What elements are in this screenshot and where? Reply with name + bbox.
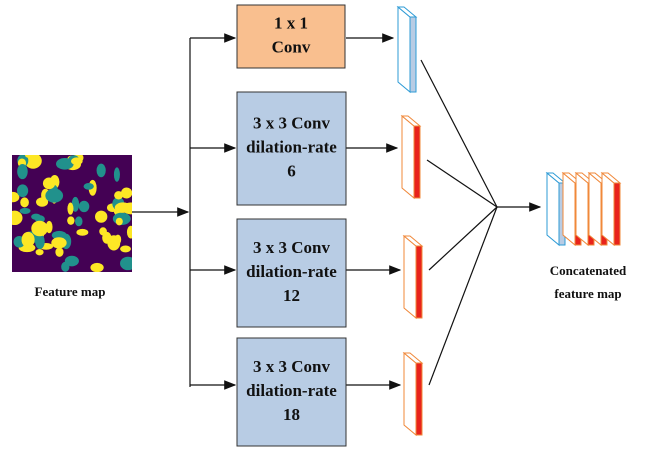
blob — [17, 164, 28, 179]
blob — [84, 183, 94, 190]
input-label: Feature map — [35, 284, 106, 299]
conv-label: dilation-rate — [246, 262, 337, 281]
blob — [71, 157, 83, 165]
slab-side — [602, 173, 614, 245]
blob — [43, 178, 55, 190]
blob — [20, 208, 31, 214]
blob — [35, 234, 45, 249]
conv-label: 1 x 1 — [274, 13, 308, 32]
blob — [90, 263, 103, 272]
slab-side — [398, 7, 410, 92]
blob — [95, 211, 107, 223]
blob — [6, 192, 19, 202]
blob — [107, 235, 120, 250]
slab-side — [404, 236, 416, 318]
blob — [127, 226, 135, 239]
blob — [67, 203, 73, 215]
blob — [67, 216, 74, 224]
blob — [120, 257, 136, 270]
blob — [114, 191, 123, 199]
conv-label: Conv — [272, 37, 311, 56]
conv-label: 3 x 3 Conv — [253, 357, 330, 376]
blob — [114, 167, 120, 181]
blob — [45, 189, 63, 203]
output-label: Concatenated — [550, 263, 627, 278]
conv-label: dilation-rate — [246, 381, 337, 400]
conv-label: 3 x 3 Conv — [253, 113, 330, 132]
slab-side — [404, 353, 416, 435]
blob — [120, 245, 131, 252]
blob — [65, 256, 79, 267]
blob — [79, 201, 90, 212]
blob — [97, 164, 106, 178]
blob — [31, 214, 41, 220]
blob — [76, 229, 88, 236]
blob — [115, 202, 131, 212]
blob — [36, 249, 44, 255]
slab-side — [563, 173, 575, 245]
slab-side — [576, 173, 588, 245]
output-label: feature map — [554, 286, 621, 301]
conv-label: dilation-rate — [246, 137, 337, 156]
conv-label: 18 — [283, 405, 300, 424]
conv-label: 12 — [283, 286, 300, 305]
feature-map-image — [6, 152, 139, 273]
connectors — [132, 38, 540, 387]
blob — [25, 152, 38, 159]
slab-side — [402, 116, 414, 198]
slab-face — [416, 363, 422, 435]
blob — [46, 221, 53, 233]
blob — [22, 232, 35, 248]
slab-side — [589, 173, 601, 245]
slab-side — [547, 173, 559, 245]
blob — [51, 237, 66, 248]
blob — [31, 221, 48, 236]
slab-face — [414, 126, 420, 198]
blob — [17, 184, 28, 197]
blob — [55, 247, 63, 256]
blob — [20, 197, 29, 207]
blob — [75, 216, 82, 226]
blob — [7, 211, 23, 225]
diagram: Feature map 1 x 1 Conv 3 x 3 Conv dilation-… — [0, 0, 650, 451]
slab-face — [614, 183, 620, 245]
conv-label: 6 — [287, 161, 296, 180]
blob — [116, 218, 123, 226]
conv-label: 3 x 3 Conv — [253, 238, 330, 257]
slab-face — [410, 17, 416, 92]
slab-face — [416, 246, 422, 318]
